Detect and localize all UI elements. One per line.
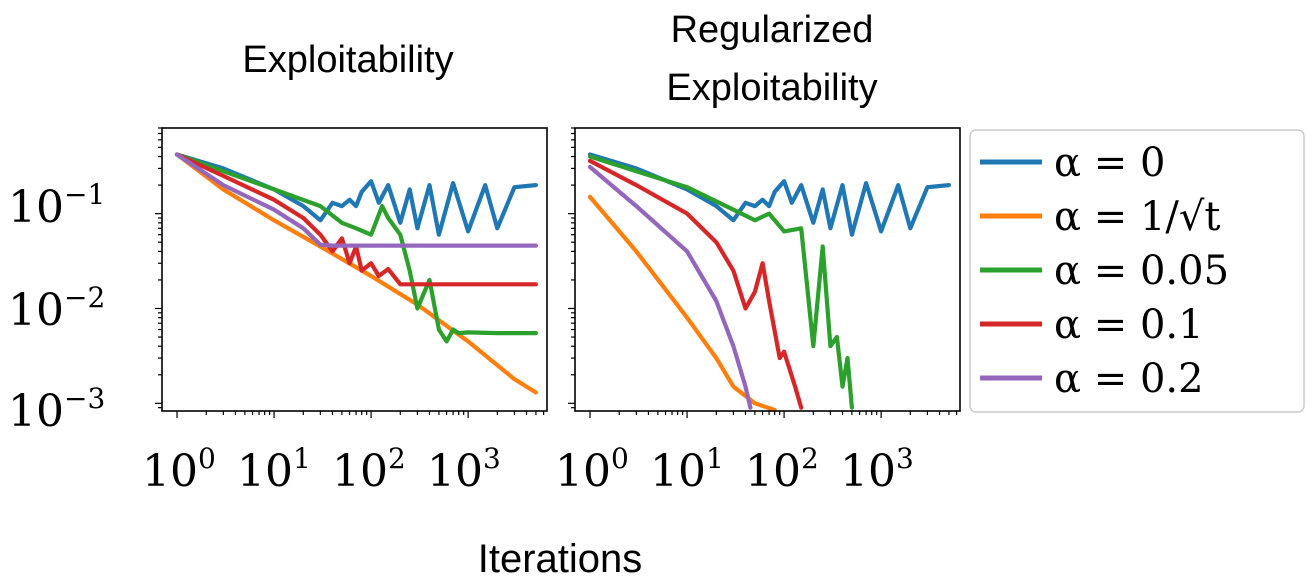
exploitability-x-ticks (176, 411, 545, 418)
legend-label: α = 0.05 (1054, 248, 1229, 294)
series-line-2 (587, 194, 777, 413)
left-chart-title: Exploitability (242, 39, 453, 81)
y-tick-labels: 10−1 10−2 10−3 (8, 178, 105, 437)
x-tick-label-1e0: 100 (555, 442, 629, 497)
series-line-1 (587, 152, 952, 237)
x-tick-label-1e2: 102 (332, 442, 406, 497)
legend-entries: α = 0 α = 1/√t α = 0.05 α = 0.1 α = 0.2 (980, 140, 1229, 402)
regularized-plot-frame (574, 127, 961, 412)
series-line-5 (174, 152, 539, 248)
right-chart-title-line2: Exploitability (666, 67, 877, 109)
x-tick-labels-left: 100 101 102 103 (142, 442, 501, 497)
y-tick-label-1e-1: 10−1 (8, 178, 105, 233)
x-tick-label-1e3: 103 (840, 442, 914, 497)
regularized-series-group (587, 152, 952, 413)
y-tick-label-1e-2: 10−2 (8, 281, 105, 336)
series-line-4 (174, 152, 539, 287)
x-tick-labels-right: 100 101 102 103 (555, 442, 914, 497)
series-line-5 (587, 164, 753, 410)
legend-label: α = 1/√t (1054, 194, 1220, 240)
series-line-4 (587, 158, 804, 410)
legend-label: α = 0.2 (1054, 356, 1204, 402)
legend-label: α = 0.1 (1054, 302, 1204, 348)
legend-label: α = 0 (1054, 140, 1165, 186)
legend-box (969, 129, 1305, 413)
right-chart-title-line1: Regularized (671, 9, 874, 51)
series-line-3 (587, 154, 855, 410)
regularized-exploitability-plot (568, 127, 961, 418)
x-tick-label-1e3: 103 (427, 442, 501, 497)
series-line-2 (174, 152, 539, 395)
exploitability-plot-frame (161, 127, 548, 412)
regularized-x-ticks (589, 411, 958, 418)
series-line-3 (174, 152, 539, 344)
x-tick-label-1e2: 102 (745, 442, 819, 497)
x-tick-label-1e1: 101 (650, 442, 724, 497)
exploitability-plot (155, 127, 548, 418)
legend: α = 0 α = 1/√t α = 0.05 α = 0.1 α = 0.2 (969, 129, 1305, 413)
x-tick-label-1e1: 101 (237, 442, 311, 497)
regularized-y-ticks (568, 127, 575, 409)
x-tick-label-1e0: 100 (142, 442, 216, 497)
series-line-1 (174, 152, 539, 237)
exploitability-series-group (174, 152, 539, 395)
exploitability-y-ticks (155, 127, 162, 409)
y-tick-label-1e-3: 10−3 (8, 382, 105, 437)
x-axis-label: Iterations (478, 537, 643, 577)
